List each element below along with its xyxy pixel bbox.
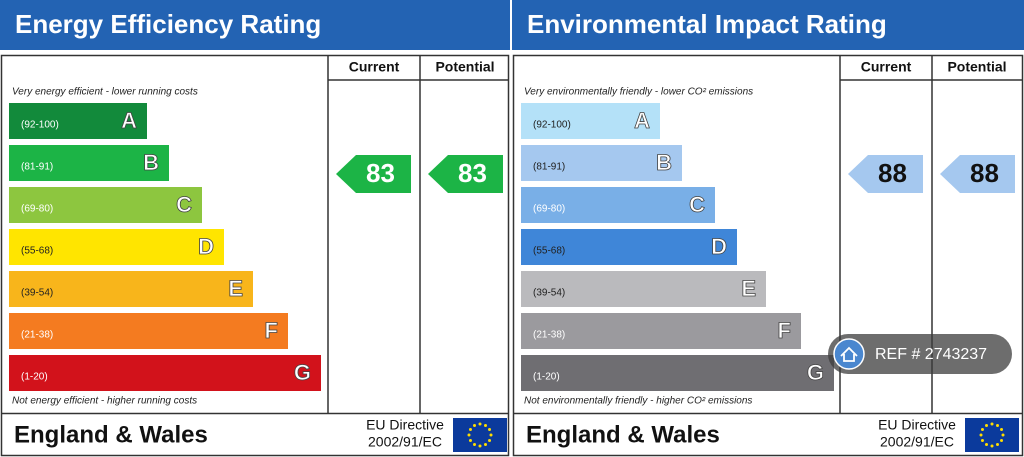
band-range: (21-38)	[533, 330, 565, 341]
eu-star	[1000, 439, 1004, 442]
watermark-text: REF # 2743237	[875, 346, 987, 363]
directive: 2002/91/EC	[880, 434, 954, 450]
rating-band	[521, 355, 834, 391]
eu-star	[996, 443, 999, 447]
house-icon	[840, 346, 858, 362]
rating-band	[521, 103, 660, 139]
band-range: (81-91)	[21, 162, 53, 173]
band-range: (39-54)	[21, 288, 53, 299]
eu-star	[1001, 433, 1005, 437]
column-header: Current	[861, 59, 912, 75]
eu-star	[488, 439, 492, 442]
eu-star	[1000, 428, 1004, 431]
rating-band	[9, 355, 321, 391]
eu-star	[478, 444, 482, 448]
eu-star	[473, 443, 476, 447]
rating-value: 88	[878, 158, 907, 188]
eu-star	[484, 423, 487, 427]
band-letter: E	[228, 276, 243, 301]
band-letter: D	[711, 234, 727, 259]
eu-star	[473, 423, 476, 427]
region: England & Wales	[14, 421, 208, 448]
eu-star	[980, 428, 984, 431]
column-header: Current	[349, 59, 400, 75]
eu-star	[990, 422, 994, 426]
rating-value: 83	[458, 158, 487, 188]
eu-star	[468, 428, 472, 431]
band-range: (1-20)	[21, 372, 48, 383]
panel-frame	[512, 54, 1024, 457]
rating-band	[9, 229, 224, 265]
eu-star	[979, 433, 983, 437]
rating-value: 88	[970, 158, 999, 188]
panel-frame	[0, 54, 510, 457]
rating-arrow	[336, 155, 411, 193]
band-range: (92-100)	[21, 120, 59, 131]
bottom-note: Not energy efficient - higher running co…	[12, 396, 197, 407]
band-range: (39-54)	[533, 288, 565, 299]
rating-band	[9, 103, 147, 139]
eu-star	[467, 433, 471, 437]
directive: EU Directive	[878, 417, 956, 433]
directive: EU Directive	[366, 417, 444, 433]
band-range: (69-80)	[533, 204, 565, 215]
watermark-box	[828, 334, 1012, 374]
band-letter: G	[807, 360, 824, 385]
rating-band	[9, 187, 202, 223]
band-letter: E	[741, 276, 756, 301]
title-bar	[512, 0, 1024, 50]
band-letter: A	[121, 108, 137, 133]
rating-band	[521, 229, 737, 265]
panel-title: Environmental Impact Rating	[527, 9, 887, 39]
band-range: (21-38)	[21, 330, 53, 341]
rating-band	[521, 313, 801, 349]
band-range: (92-100)	[533, 120, 571, 131]
band-range: (69-80)	[21, 204, 53, 215]
eu-star	[985, 423, 988, 427]
directive: 2002/91/EC	[368, 434, 442, 450]
band-range: (1-20)	[533, 372, 560, 383]
eu-star	[985, 443, 988, 447]
eu-star	[996, 423, 999, 427]
rating-band	[521, 145, 682, 181]
band-letter: B	[656, 150, 672, 175]
column-header: Potential	[947, 59, 1006, 75]
rating-value: 83	[366, 158, 395, 188]
rating-arrow	[940, 155, 1015, 193]
column-header: Potential	[435, 59, 494, 75]
band-letter: F	[265, 318, 278, 343]
top-note: Very energy efficient - lower running co…	[12, 87, 198, 98]
rating-arrow	[428, 155, 503, 193]
band-letter: B	[143, 150, 159, 175]
top-note: Very environmentally friendly - lower CO…	[524, 87, 753, 98]
region: England & Wales	[526, 421, 720, 448]
band-letter: G	[294, 360, 311, 385]
eu-star	[484, 443, 487, 447]
eu-star	[488, 428, 492, 431]
band-range: (81-91)	[533, 162, 565, 173]
eu-star	[489, 433, 493, 437]
eu-star	[478, 422, 482, 426]
rating-band	[521, 271, 766, 307]
rating-arrow	[848, 155, 923, 193]
band-letter: F	[778, 318, 791, 343]
band-letter: A	[634, 108, 650, 133]
bottom-note: Not environmentally friendly - higher CO…	[524, 396, 752, 407]
band-range: (55-68)	[533, 246, 565, 257]
rating-band	[521, 187, 715, 223]
band-range: (55-68)	[21, 246, 53, 257]
watermark-icon	[833, 338, 865, 370]
panel-title: Energy Efficiency Rating	[15, 9, 321, 39]
rating-band	[9, 145, 169, 181]
eu-star	[990, 444, 994, 448]
eu-star	[468, 439, 472, 442]
band-letter: C	[689, 192, 705, 217]
rating-band	[9, 313, 288, 349]
eu-star	[980, 439, 984, 442]
band-letter: C	[176, 192, 192, 217]
band-letter: D	[198, 234, 214, 259]
title-bar	[0, 0, 510, 50]
rating-band	[9, 271, 253, 307]
